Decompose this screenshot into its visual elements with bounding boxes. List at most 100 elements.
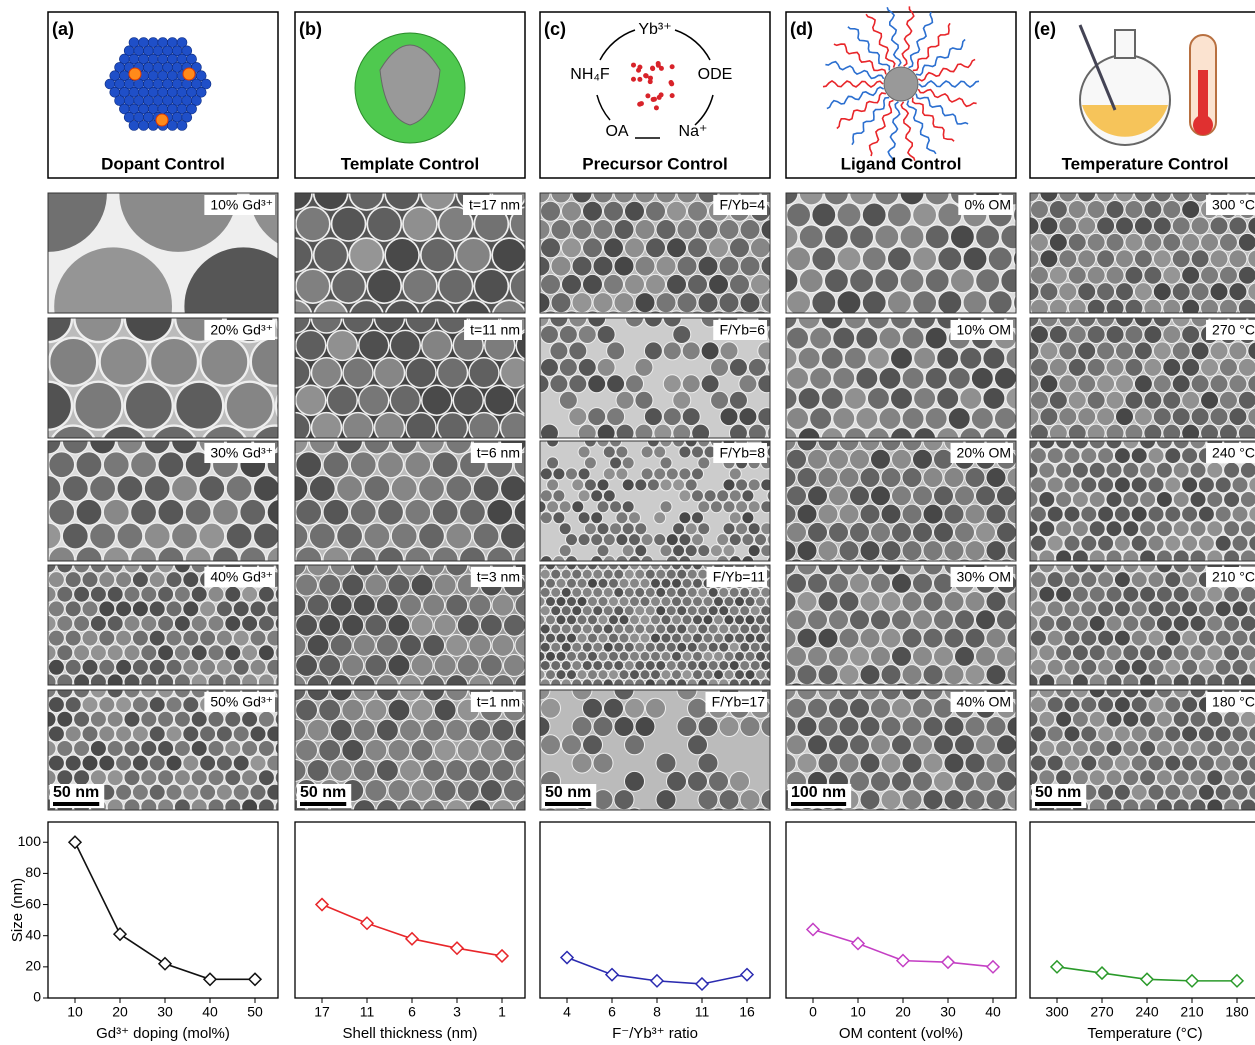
nanoparticle: [342, 411, 374, 438]
nanoparticle: [545, 565, 556, 571]
nanoparticle: [115, 658, 133, 676]
nanoparticle: [1231, 534, 1249, 552]
nanoparticle: [1038, 614, 1056, 632]
nanoparticle: [744, 669, 756, 681]
nanoparticle: [170, 441, 199, 455]
nanoparticle: [1080, 629, 1098, 647]
scale-bar: [53, 802, 100, 806]
nanoparticle: [697, 568, 709, 580]
nanoparticle: [874, 224, 900, 250]
nanoparticle: [634, 659, 646, 671]
nanoparticle: [1206, 490, 1224, 508]
nanoparticle: [1190, 282, 1210, 302]
nanoparticle: [974, 268, 1001, 294]
nanoparticle: [1122, 490, 1140, 508]
nanoparticle: [224, 769, 242, 787]
nanoparticle: [613, 623, 625, 635]
image-label: t=17 nm: [469, 197, 520, 213]
nanoparticle: [48, 318, 74, 344]
nanoparticle: [838, 690, 860, 701]
nanoparticle: [1133, 282, 1153, 302]
image-label-bg: [470, 692, 522, 712]
nanoparticle: [773, 435, 785, 447]
nanoparticle: [922, 503, 944, 525]
nanoparticle: [550, 292, 572, 313]
image-label: t=1 nm: [477, 694, 520, 710]
nanoparticle: [364, 613, 388, 637]
nanoparticle: [143, 522, 171, 550]
nanoparticle: [48, 739, 57, 757]
nanoparticle: [148, 783, 166, 801]
nanoparticle: [581, 605, 593, 617]
nanoparticle: [335, 522, 364, 550]
nanoparticle: [880, 441, 902, 452]
nanoparticle: [1088, 769, 1106, 787]
nanoparticle: [106, 690, 124, 699]
marker: [157, 956, 173, 971]
nanoparticle: [456, 299, 491, 313]
nanoparticle: [129, 546, 158, 561]
nanoparticle: [1012, 250, 1016, 268]
nanoparticle: [499, 522, 525, 550]
nanoparticle: [1005, 346, 1016, 370]
precursor-dot: [655, 62, 661, 68]
nanoparticle: [996, 521, 1016, 543]
nanoparticle: [1086, 298, 1106, 313]
nanoparticle: [765, 669, 770, 681]
nanoparticle: [1039, 374, 1059, 394]
nanoparticle: [1248, 725, 1255, 743]
x-tick-label: 11: [360, 1004, 375, 1020]
nanoparticle: [1030, 725, 1047, 743]
nanoparticle: [1248, 535, 1255, 552]
nanoparticle: [48, 644, 57, 662]
nanoparticle: [1088, 690, 1106, 699]
nanoparticle: [590, 533, 604, 547]
y-axis-title: Size (nm): [9, 878, 26, 942]
nanoparticle: [431, 546, 459, 561]
image-frame: [785, 564, 1017, 686]
nanoparticle: [241, 769, 259, 787]
nanoparticle: [312, 193, 349, 211]
nanoparticle: [621, 522, 635, 536]
nanoparticle: [859, 664, 881, 685]
nanoparticle: [417, 522, 446, 550]
nanoparticle: [295, 411, 311, 438]
nanoparticle: [0, 294, 22, 342]
nanoparticle: [1071, 690, 1089, 699]
nanoparticle: [1164, 629, 1182, 647]
nanoparticle: [182, 571, 200, 589]
nanoparticle: [671, 614, 682, 626]
nanoparticle: [1105, 423, 1125, 438]
nanoparticle: [1139, 644, 1157, 662]
nanoparticle: [308, 522, 336, 550]
nanoparticle: [666, 770, 687, 792]
nanoparticle: [687, 200, 708, 222]
nanoparticle: [433, 738, 457, 762]
nanoparticle: [1181, 629, 1199, 647]
nanoparticle: [975, 734, 996, 756]
nanoparticle: [1139, 614, 1157, 632]
image-label-bg: [950, 692, 1013, 712]
nanoparticle: [1038, 673, 1056, 685]
nanoparticle: [962, 246, 988, 272]
nanoparticle: [922, 789, 944, 810]
nanoparticle: [621, 456, 635, 470]
nanoparticle: [131, 783, 149, 801]
nanoparticle: [1086, 390, 1106, 410]
scale-bar-label: 50 nm: [300, 784, 346, 801]
atom: [167, 120, 178, 131]
nanoparticle: [491, 237, 525, 273]
nanoparticle: [861, 246, 887, 272]
nanoparticle: [859, 441, 881, 452]
nanoparticle: [1080, 476, 1098, 494]
nanoparticle: [1189, 673, 1207, 685]
x-tick-label: 0: [809, 1004, 817, 1020]
nanoparticle: [1030, 505, 1047, 523]
nanoparticle: [349, 451, 377, 479]
nanoparticle: [722, 522, 736, 536]
nanoparticle: [809, 366, 833, 390]
nanoparticle: [873, 558, 888, 561]
nanoparticle: [629, 565, 640, 571]
nanoparticle: [1189, 585, 1207, 603]
